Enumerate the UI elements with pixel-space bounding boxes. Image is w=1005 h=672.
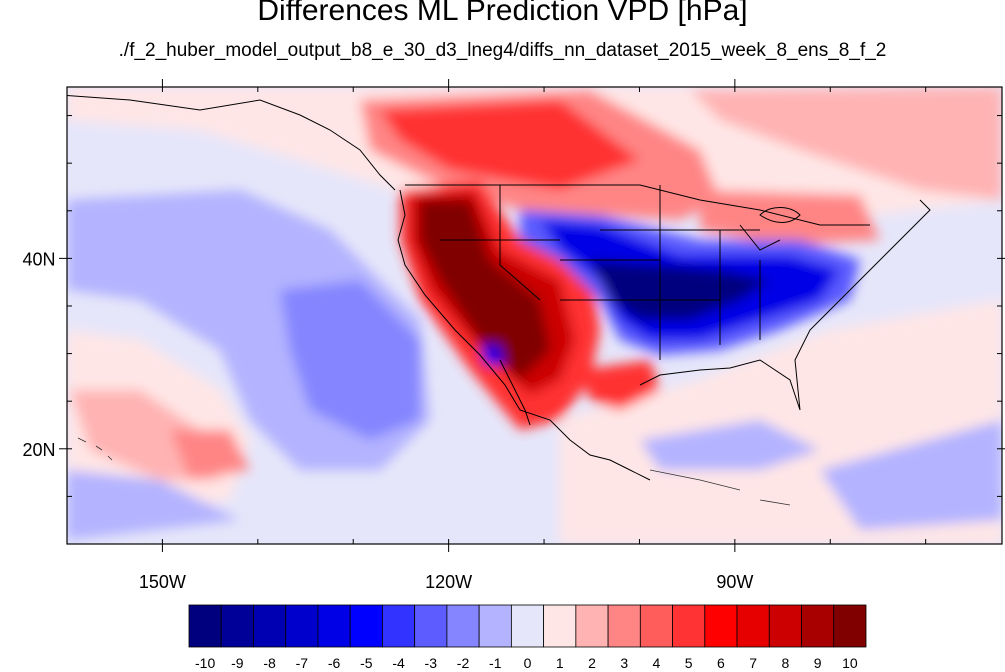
y-tick-label: 20N	[22, 440, 55, 460]
colorbar-swatch	[510, 604, 545, 648]
coastlines	[67, 94, 931, 481]
colorbar-swatch	[317, 604, 351, 648]
colorbar-label: 9	[814, 655, 822, 671]
colorbar: -10 -9 -8 -7 -6 -5 -4 -3 -2 -1 0 1 2 3 4 5 6 7 8 9 10	[188, 604, 867, 671]
colorbar-label: -2	[457, 655, 470, 671]
colorbar-swatch	[220, 604, 254, 648]
colorbar-label: 5	[685, 655, 693, 671]
x-tick-label: 150W	[139, 572, 186, 592]
colorbar-swatch	[575, 604, 609, 648]
colorbar-label: 4	[653, 655, 661, 671]
chart-title: Differences ML Prediction VPD [hPa]	[257, 0, 748, 27]
field-layer	[67, 87, 1002, 544]
chart-subtitle: ./f_2_huber_model_output_b8_e_30_d3_lneg…	[118, 40, 887, 61]
colorbar-label: 6	[717, 655, 725, 671]
colorbar-label: 3	[620, 655, 628, 671]
colorbar-label: -10	[195, 655, 215, 671]
axis-labels: 150W 120W 90W 20N 40N	[22, 249, 753, 592]
colorbar-label: -3	[425, 655, 438, 671]
colorbar-swatch	[543, 604, 577, 648]
colorbar-swatch	[382, 604, 416, 648]
colorbar-label: 8	[782, 655, 790, 671]
colorbar-swatch	[672, 604, 706, 648]
colorbar-label: -7	[296, 655, 309, 671]
colorbar-swatch	[188, 604, 222, 648]
colorbar-label: -9	[231, 655, 244, 671]
colorbar-swatch	[478, 604, 512, 648]
colorbar-label: -1	[489, 655, 502, 671]
colorbar-swatch	[414, 604, 448, 648]
colorbar-label: 7	[749, 655, 757, 671]
colorbar-label: -8	[263, 655, 276, 671]
colorbar-swatch	[736, 604, 770, 648]
map-frame	[66, 86, 1003, 545]
colorbar-swatch	[607, 604, 641, 648]
colorbar-swatch	[801, 604, 835, 648]
colorbar-swatch	[768, 604, 802, 648]
colorbar-swatch	[253, 604, 287, 648]
axis-ticks	[59, 79, 1005, 552]
x-tick-label: 90W	[716, 572, 753, 592]
colorbar-label: -6	[328, 655, 341, 671]
colorbar-swatch	[704, 604, 738, 648]
colorbar-label: 1	[556, 655, 564, 671]
colorbar-swatch	[349, 604, 383, 648]
colorbar-label: 10	[842, 655, 858, 671]
colorbar-swatch	[446, 604, 480, 648]
colorbar-swatch	[285, 604, 319, 648]
colorbar-swatch	[639, 604, 673, 648]
colorbar-label: -5	[360, 655, 373, 671]
colorbar-swatch	[833, 604, 867, 648]
islands	[77, 437, 791, 506]
colorbar-label: 0	[524, 655, 532, 671]
x-tick-label: 120W	[425, 572, 472, 592]
y-tick-label: 40N	[22, 249, 55, 269]
colorbar-label: 2	[588, 655, 596, 671]
colorbar-label: -4	[392, 655, 405, 671]
